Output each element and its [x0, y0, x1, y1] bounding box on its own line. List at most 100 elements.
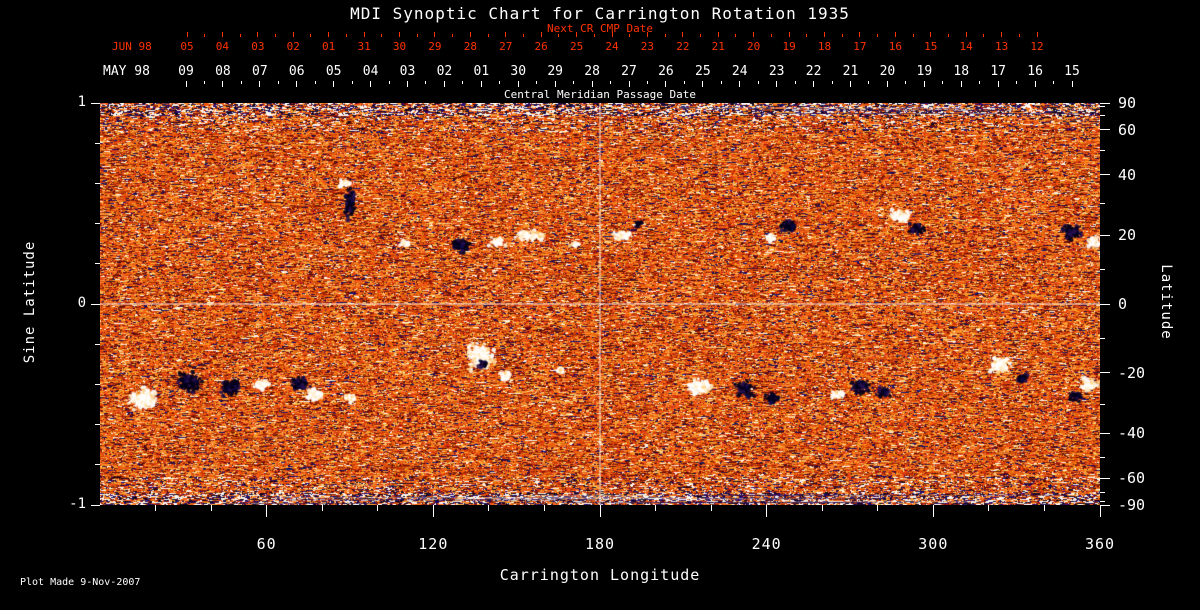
left-tick-label: 0 [77, 295, 86, 311]
x-minor-tick [821, 505, 823, 511]
left-tick-label: 1 [77, 94, 86, 110]
next-cr-minor-tick [275, 34, 277, 37]
x-minor-tick [321, 505, 323, 511]
next-cr-day-tick [824, 32, 825, 37]
cmp-minor-tick [646, 81, 648, 84]
left-minor-tick [95, 383, 100, 385]
next-cr-day-tick [788, 32, 790, 37]
cmp-day-label: 15 [1064, 64, 1080, 79]
next-cr-day-tick [965, 32, 967, 37]
next-cr-minor-tick [593, 34, 595, 37]
cmp-day-label: 02 [436, 64, 453, 79]
right-major-tick [1100, 477, 1110, 479]
x-tick-label: 300 [918, 535, 949, 553]
next-cr-day-tick [1036, 32, 1038, 37]
next-cr-day-tick [682, 32, 684, 37]
cmp-minor-tick [757, 81, 759, 84]
next-cr-day-tick [753, 32, 755, 37]
cmp-day-label: 25 [695, 64, 711, 79]
cmp-day-label: 18 [953, 64, 970, 79]
next-cr-minor-tick [487, 34, 489, 37]
left-minor-tick [95, 223, 100, 225]
cmp-day-tick [591, 81, 593, 87]
x-minor-tick [488, 505, 490, 511]
cmp-day-label: 20 [879, 64, 896, 79]
next-cr-day-label: 25 [569, 40, 584, 53]
left-minor-tick [95, 464, 100, 466]
cmp-minor-tick [203, 81, 205, 84]
cmp-day-tick [1071, 81, 1073, 87]
cmp-minor-tick [240, 81, 242, 84]
x-minor-tick [377, 505, 379, 511]
cmp-day-label: 22 [805, 64, 822, 79]
right-major-tick [1100, 234, 1110, 236]
next-cr-day-tick [540, 32, 542, 37]
next-cr-minor-tick [381, 34, 383, 37]
cmp-minor-tick [979, 81, 981, 84]
next-cr-day-tick [859, 32, 861, 37]
x-major-tick [599, 505, 601, 517]
cmp-minor-tick [425, 81, 427, 84]
cmp-day-tick [997, 81, 999, 87]
next-cr-day-tick [894, 32, 896, 37]
cmp-month-label: MAY 98 [103, 64, 150, 79]
next-cr-month-label: JUN 98 [112, 40, 152, 53]
cmp-minor-tick [462, 81, 464, 84]
next-cr-cmp-date-label: Next CR CMP Date [547, 22, 653, 35]
right-tick-label: -90 [1118, 496, 1146, 514]
next-cr-minor-tick [345, 34, 347, 37]
cmp-day-tick [480, 81, 482, 87]
x-major-tick [1099, 505, 1101, 517]
cmp-minor-tick [720, 81, 722, 84]
right-minor-tick [1100, 105, 1105, 107]
cmp-minor-tick [277, 81, 279, 84]
x-major-tick [266, 505, 268, 517]
right-minor-tick [1100, 149, 1105, 151]
x-major-tick [932, 505, 934, 517]
next-cr-day-label: 24 [605, 40, 619, 53]
next-cr-day-tick [328, 32, 330, 37]
x-axis-label: Carrington Longitude [499, 566, 701, 584]
next-cr-minor-tick [558, 34, 560, 37]
next-cr-minor-tick [841, 34, 843, 37]
right-tick-label: 90 [1118, 94, 1137, 112]
next-cr-day-tick [1001, 32, 1003, 37]
cmp-day-tick [517, 81, 519, 87]
cmp-minor-tick [1053, 81, 1055, 84]
x-tick-label: 120 [418, 535, 449, 553]
right-tick-label: 0 [1118, 295, 1128, 313]
left-minor-tick [95, 142, 100, 144]
next-cr-day-label: 15 [924, 40, 938, 53]
cmp-day-tick [222, 81, 224, 87]
right-tick-label: -60 [1118, 469, 1146, 488]
cmp-day-label: 09 [178, 64, 194, 79]
next-cr-minor-tick [912, 34, 914, 37]
next-cr-day-tick [221, 32, 223, 37]
x-minor-tick [1043, 505, 1045, 511]
next-cr-day-tick [257, 32, 259, 37]
right-minor-tick [1100, 268, 1105, 270]
cmp-minor-tick [794, 81, 796, 84]
left-major-tick [91, 102, 100, 104]
left-axis-label: Sine Latitude [22, 240, 38, 364]
next-cr-day-label: 17 [853, 40, 867, 53]
cmp-day-label: 27 [621, 64, 637, 79]
next-cr-day-label: 22 [676, 40, 690, 53]
cmp-day-tick [443, 81, 445, 87]
cmp-day-label: 28 [584, 64, 600, 79]
right-major-tick [1100, 102, 1110, 104]
x-minor-tick [877, 505, 879, 511]
right-tick-label: 40 [1118, 165, 1137, 184]
right-minor-tick [1100, 338, 1105, 340]
next-cr-minor-tick [735, 34, 737, 37]
cmp-day-label: 07 [252, 64, 268, 79]
next-cr-minor-tick [983, 34, 985, 37]
x-major-tick [766, 505, 768, 517]
left-minor-tick [95, 424, 100, 426]
cmp-minor-tick [1016, 81, 1018, 84]
right-minor-tick [1100, 492, 1105, 494]
plot-made-note: Plot Made 9-Nov-2007 [20, 577, 141, 588]
next-cr-minor-tick [877, 34, 879, 37]
next-cr-day-label: 14 [959, 40, 973, 53]
